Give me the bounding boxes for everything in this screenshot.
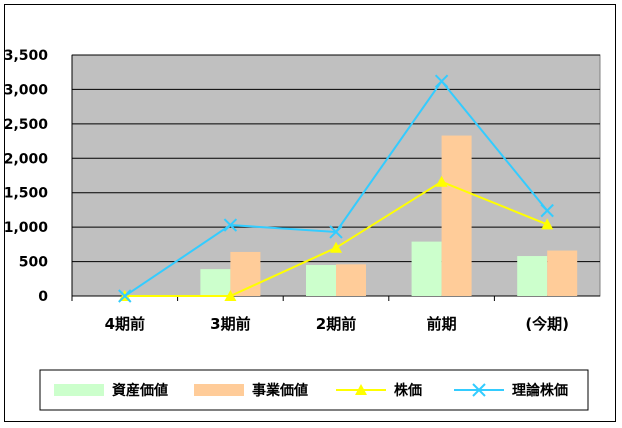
- legend-label: 資産価値: [112, 382, 168, 399]
- y-tick-label: 1,000: [4, 220, 49, 236]
- bar-business-value: [441, 135, 472, 296]
- bar-asset-value: [411, 241, 442, 296]
- point-triangle-marker: [435, 175, 448, 187]
- point-x-marker: [540, 203, 554, 218]
- legend-swatch: [54, 384, 104, 396]
- x-category-label: 2期前: [316, 315, 356, 333]
- legend-swatch: [194, 384, 244, 396]
- x-category-label: 3期前: [210, 315, 250, 333]
- legend-label: 事業価値: [252, 382, 308, 399]
- bar-asset-value: [200, 269, 231, 296]
- point-triangle-marker: [541, 218, 554, 230]
- bar-asset-value: [306, 265, 336, 296]
- y-tick-label: 2,000: [4, 151, 49, 167]
- point-x-marker: [329, 225, 343, 239]
- legend-label: 理論株価: [512, 382, 568, 399]
- legend-x-marker: [472, 383, 486, 397]
- bar-business-value: [336, 264, 366, 296]
- y-tick-label: 0: [38, 289, 48, 305]
- y-tick-label: 3,000: [4, 82, 49, 98]
- x-category-label: (今期): [525, 315, 569, 333]
- y-tick-label: 3,500: [4, 48, 49, 64]
- plot-area: [71, 54, 601, 297]
- bar-business-value: [547, 250, 578, 296]
- x-category-label: 4期前: [105, 315, 145, 333]
- y-tick-label: 1,500: [4, 186, 49, 202]
- bar-asset-value: [517, 256, 548, 296]
- point-triangle-marker: [224, 290, 237, 301]
- point-x-marker: [223, 218, 238, 232]
- y-tick-label: 500: [19, 255, 48, 271]
- y-tick-label: 2,500: [4, 117, 49, 133]
- point-triangle-marker: [330, 241, 342, 253]
- point-x-marker: [118, 289, 132, 303]
- point-x-marker: [434, 74, 449, 88]
- x-category-label: 前期: [427, 315, 457, 333]
- legend-label: 株価: [394, 382, 422, 399]
- legend-triangle-marker: [355, 384, 367, 395]
